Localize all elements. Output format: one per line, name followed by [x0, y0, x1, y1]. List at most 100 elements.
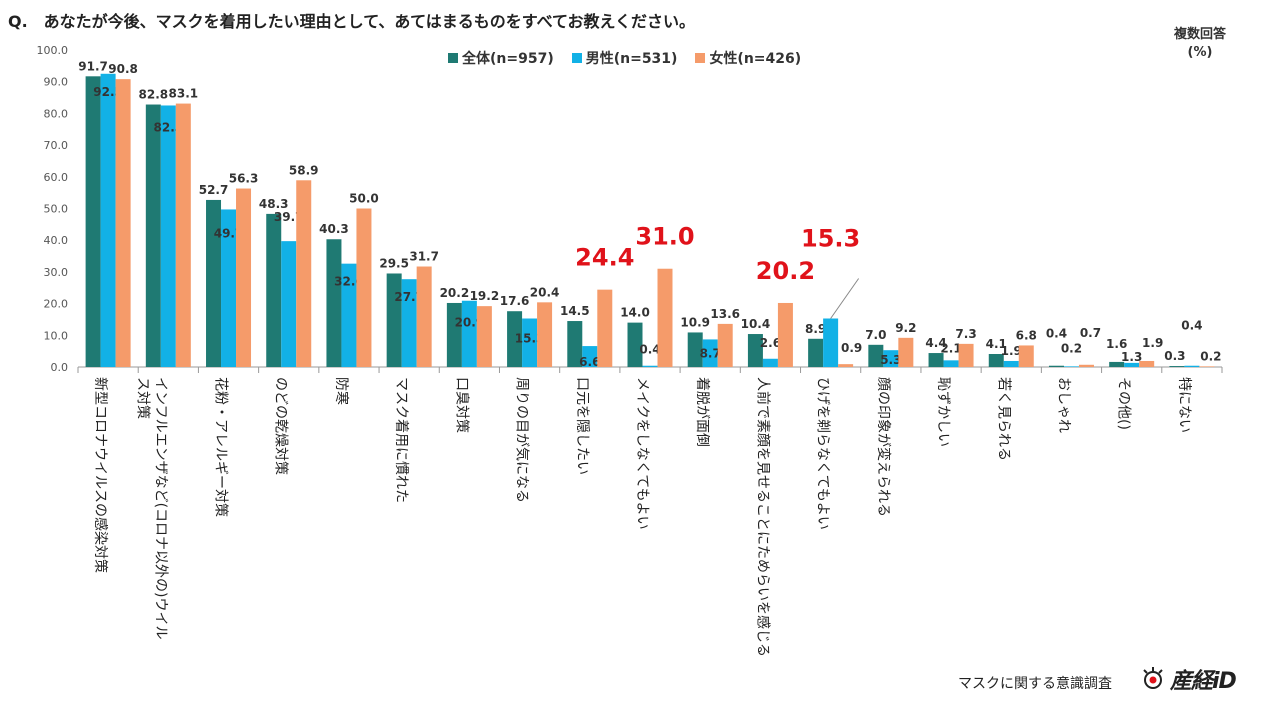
y-tick-label: 60.0 [44, 171, 69, 184]
bar [326, 239, 342, 367]
data-label: 0.9 [841, 341, 862, 355]
data-label: 2.6 [760, 336, 781, 350]
y-tick-label: 90.0 [44, 76, 69, 89]
category-label: メイクをしなくてもよい [634, 377, 650, 530]
data-label: 1.9 [1001, 344, 1022, 358]
y-tick-label: 20.0 [44, 298, 69, 311]
bar [476, 306, 492, 367]
bar [266, 213, 282, 367]
category-label: 花粉・アレルギー対策 [213, 377, 230, 517]
bar [1063, 366, 1079, 367]
category-label: マスク着用に慣れた [393, 377, 410, 503]
survey-name: マスクに関する意識調査 [958, 676, 1112, 692]
data-label: 9.2 [895, 321, 916, 335]
data-label: 5.3 [880, 353, 901, 367]
category-label: 口臭対策 [453, 377, 470, 433]
data-label: 1.6 [1106, 337, 1127, 351]
data-label: 10.4 [741, 317, 771, 331]
data-label: 58.9 [289, 163, 319, 177]
y-tick-label: 100.0 [37, 44, 69, 57]
bar [522, 318, 538, 367]
bar [236, 188, 252, 367]
note-line2: (%) [1187, 45, 1213, 60]
data-label: 20.4 [530, 285, 560, 299]
bar [1184, 365, 1200, 367]
bar [687, 332, 703, 367]
bar [597, 289, 613, 367]
data-label: 17.6 [500, 294, 530, 308]
bar [1199, 366, 1215, 367]
data-label: 0.4 [1181, 319, 1202, 333]
data-label: 13.6 [710, 307, 740, 321]
bar [943, 360, 959, 367]
data-label: 50.0 [349, 192, 379, 206]
bar [1124, 362, 1140, 367]
data-label: 29.5 [379, 256, 409, 270]
data-label: 31.7 [409, 250, 439, 264]
bar [702, 339, 718, 367]
bar [1139, 360, 1155, 367]
data-label: 7.3 [955, 327, 976, 341]
legend-item-male: 男性(n=531) [571, 48, 677, 68]
data-label: 20.2 [756, 257, 815, 285]
data-label: 14.0 [620, 306, 650, 320]
data-label: 82.8 [139, 88, 169, 102]
legend-label-all: 全体(n=957) [462, 51, 554, 67]
bar [928, 353, 944, 367]
y-tick-label: 80.0 [44, 107, 69, 120]
data-label: 52.7 [199, 183, 229, 197]
logo: 産経iD [1140, 663, 1237, 695]
bar [145, 104, 161, 368]
data-label: 32.6 [334, 275, 364, 289]
bar [988, 354, 1004, 367]
data-label: 6.8 [1016, 328, 1037, 342]
bar [838, 364, 854, 367]
legend-item-all: 全体(n=957) [448, 48, 554, 68]
bar [898, 337, 914, 367]
bar [777, 302, 793, 367]
data-label: 90.8 [108, 62, 138, 76]
category-label: 防寒 [333, 377, 350, 405]
category-label: おしゃれ [1055, 377, 1071, 433]
category-label: 周りの目が気になる [514, 377, 530, 503]
bar [1078, 364, 1094, 367]
data-label: 40.3 [319, 222, 349, 236]
category-label: その他() [1116, 377, 1132, 430]
bar [958, 343, 974, 367]
bar [221, 209, 237, 367]
category-label: 口元を隠したい [574, 377, 590, 475]
data-label: 7.0 [865, 328, 886, 342]
bar [627, 322, 643, 367]
bar [1003, 360, 1019, 367]
legend-swatch-female [695, 53, 706, 63]
data-label: 0.2 [1200, 349, 1221, 363]
data-label: 27.7 [394, 290, 424, 304]
bar [747, 334, 763, 367]
bar [1109, 361, 1125, 367]
y-tick-label: 10.0 [44, 329, 69, 342]
logo-text: 産経iD [1170, 669, 1237, 694]
data-label: 19.2 [470, 289, 500, 303]
bar [446, 302, 462, 367]
leader-line [830, 278, 860, 319]
legend-label-female: 女性(n=426) [709, 51, 802, 67]
data-label: 0.4 [1046, 327, 1067, 341]
bar [341, 263, 357, 367]
data-label: 0.3 [1164, 349, 1185, 363]
legend-item-female: 女性(n=426) [695, 48, 801, 68]
question-title: Q. あなたが今後、マスクを着用したい理由として、あてはまるものをすべてお教えく… [8, 12, 696, 31]
data-label: 10.9 [680, 315, 710, 329]
bar [808, 338, 824, 367]
bar [100, 73, 116, 368]
data-label: 8.7 [700, 346, 721, 360]
bar [537, 302, 553, 367]
data-label: 14.5 [560, 304, 590, 318]
bar [416, 266, 432, 367]
bar [175, 103, 191, 367]
logo-mark-icon [1143, 667, 1163, 689]
bar [85, 76, 101, 367]
category-label: 新型コロナウイルスの感染対策 [92, 377, 109, 573]
data-label: 39.7 [274, 210, 304, 224]
data-label: 0.4 [639, 343, 660, 357]
